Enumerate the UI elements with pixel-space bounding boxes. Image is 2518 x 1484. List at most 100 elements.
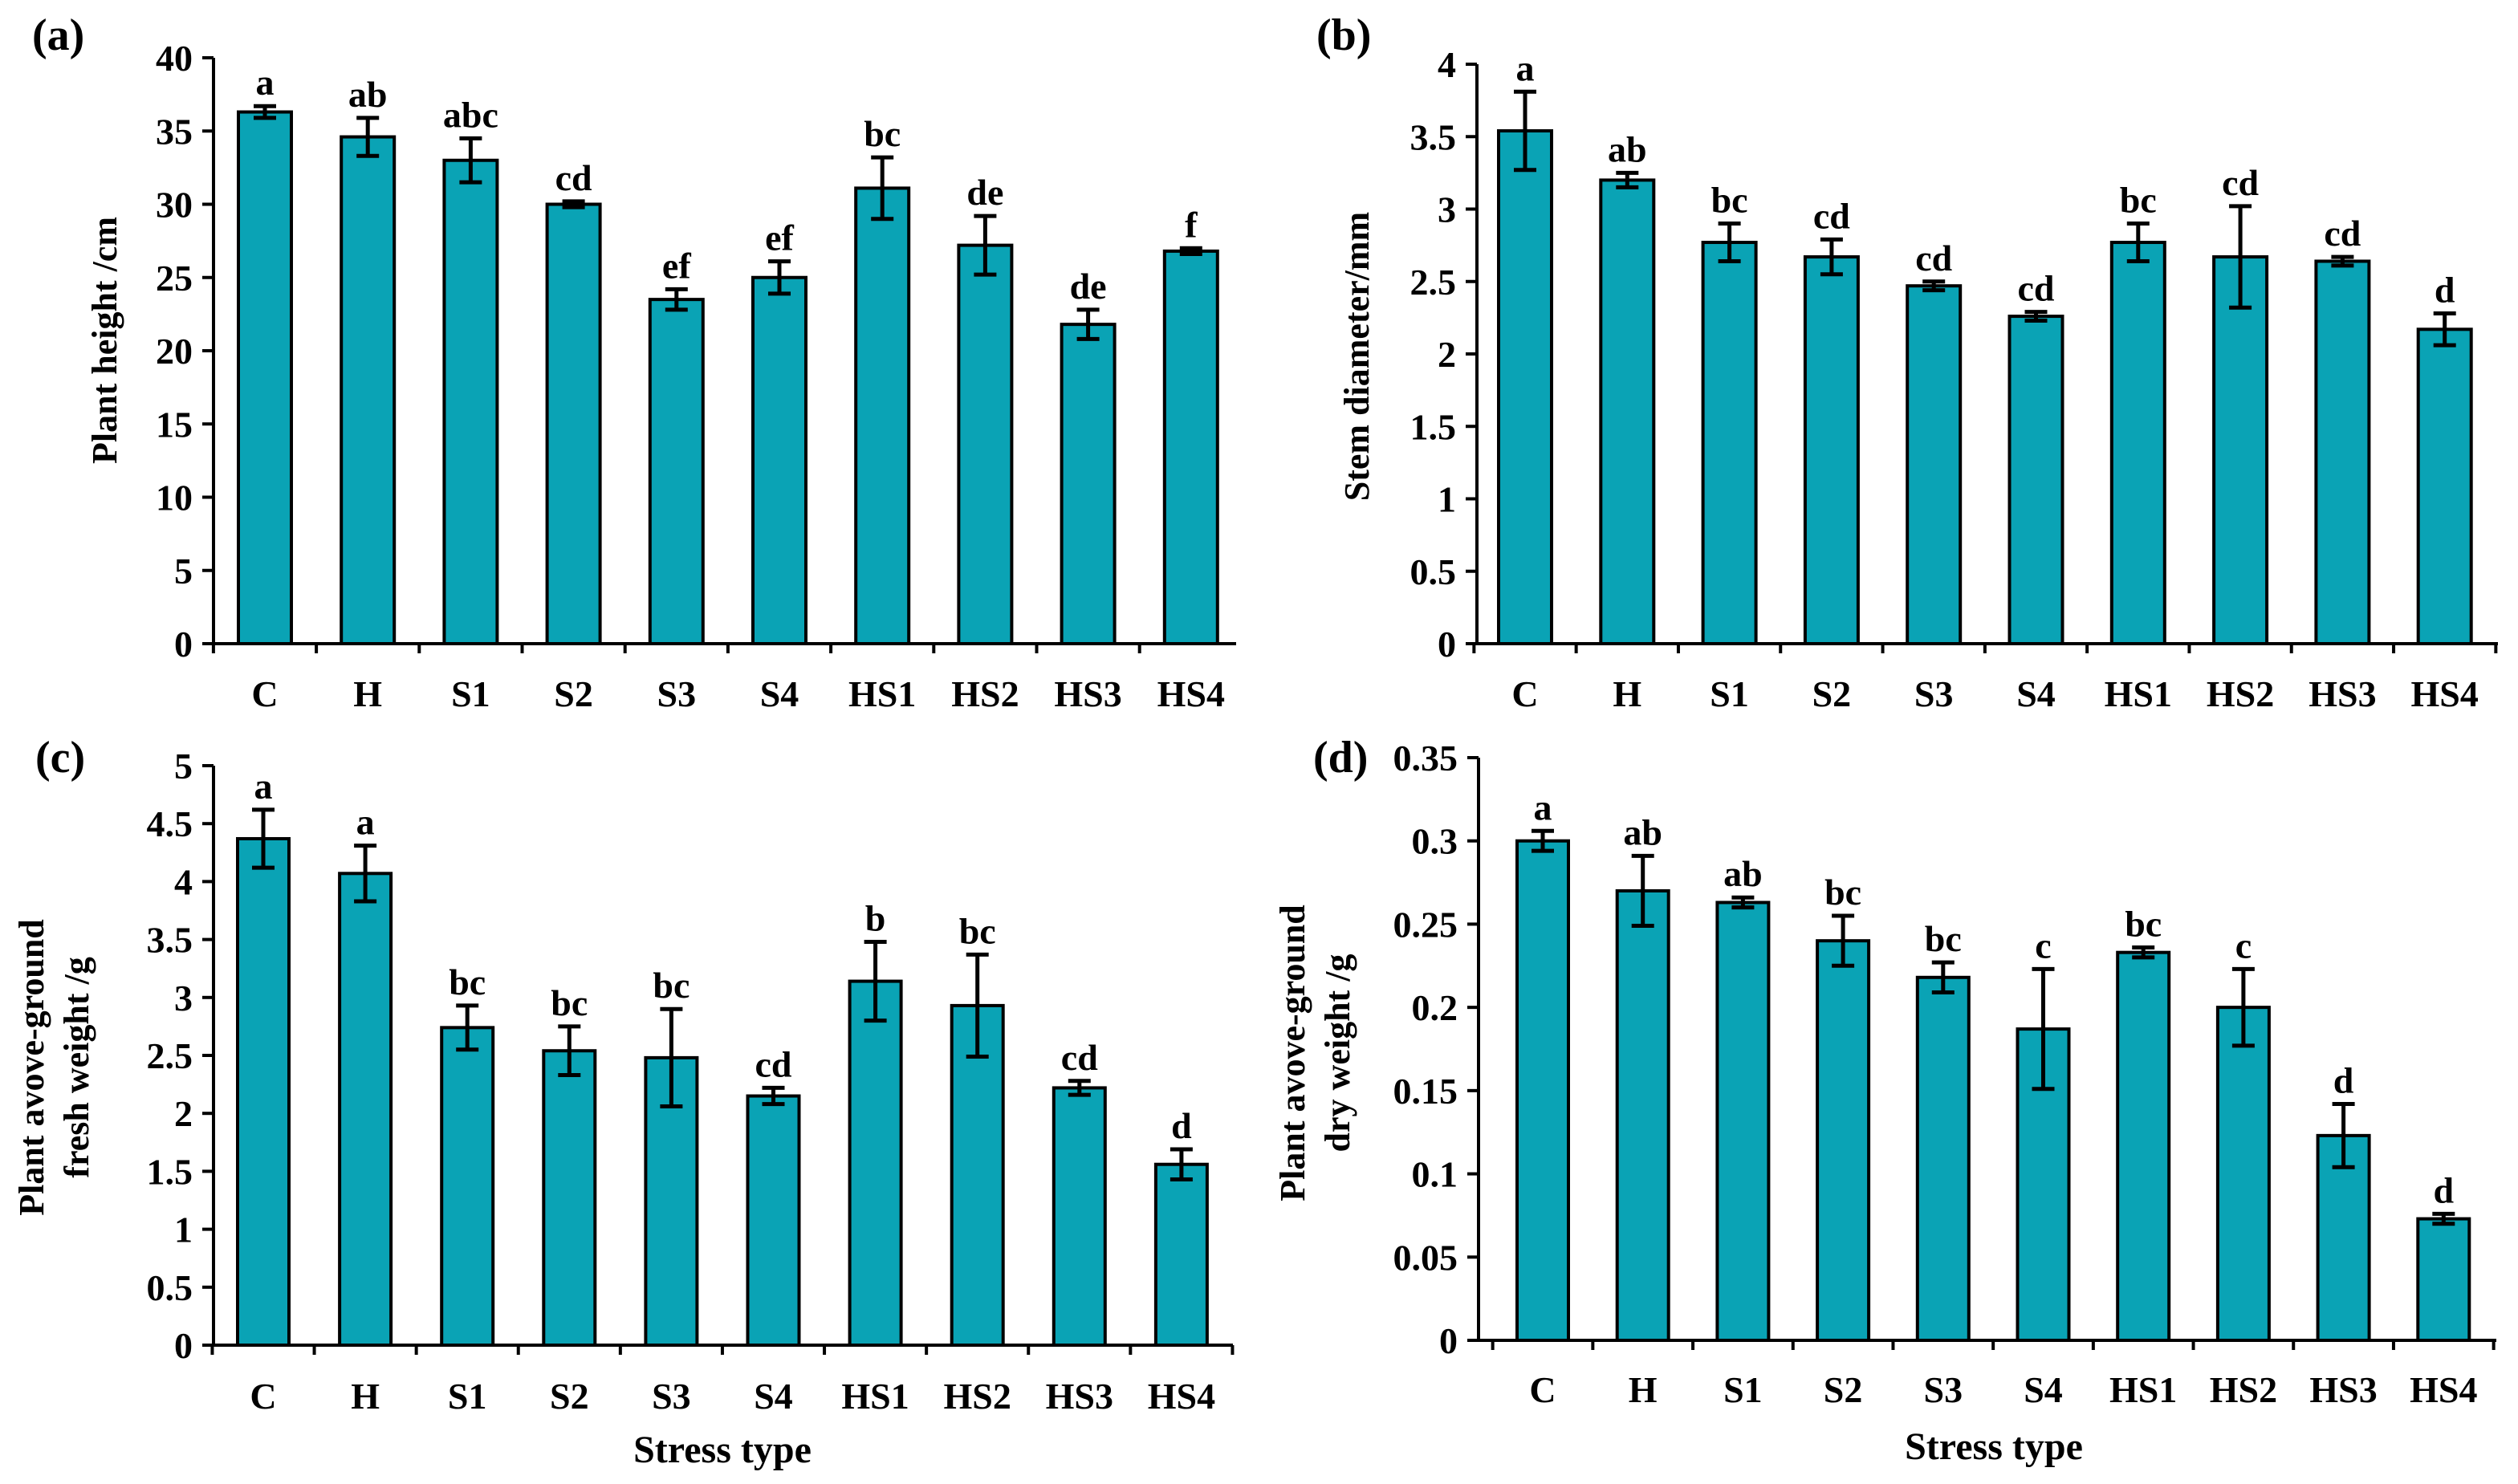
error-bar-b-HS2 <box>2229 204 2252 310</box>
y-tick-label-c-0: 0 <box>174 1325 193 1366</box>
bar-d-HS3 <box>2316 1133 2371 1343</box>
y-tick-label-a-6: 30 <box>156 185 193 226</box>
category-label-a-S2: S2 <box>554 673 593 714</box>
y-tick-label-d-1: 0.05 <box>1393 1237 1458 1278</box>
panel-d: (d) 0 0.05 0.1 0.15 0.2 0.25 0.3 0.35 a Cab Hab S1 bc… <box>1273 733 2496 1468</box>
y-tick-label-a-8: 40 <box>156 38 193 79</box>
panel-b: (b) 0 0.5 1 1.5 2 2.5 3 3.5 4 a Cab Hbc S1 cd S2 cd S3 cd S… <box>1316 10 2498 714</box>
significance-letter-c-HS4: d <box>1171 1105 1192 1146</box>
category-label-c-S3: S3 <box>652 1376 691 1417</box>
category-label-b-HS1: HS1 <box>2105 673 2172 714</box>
significance-letter-c-C: a <box>254 766 273 807</box>
bar-a-S3 <box>648 298 705 645</box>
error-bar-d-S2 <box>1832 913 1855 968</box>
bar-a-S4 <box>751 275 807 645</box>
y-axis-label-d-1: dry weight /g <box>1318 954 1357 1153</box>
category-label-a-HS1: HS1 <box>848 673 916 714</box>
significance-letter-d-S3: bc <box>1925 918 1962 959</box>
category-label-c-C: C <box>250 1376 276 1417</box>
error-bar-c-S1 <box>456 1003 479 1052</box>
y-tick-label-d-7: 0.35 <box>1393 738 1458 779</box>
y-tick-label-a-7: 35 <box>156 111 193 152</box>
category-label-d-C: C <box>1529 1369 1556 1410</box>
bar-a-HS3 <box>1060 323 1117 645</box>
error-bar-a-S4 <box>768 259 791 296</box>
bar-a-HS4 <box>1162 249 1219 645</box>
y-tick-label-c-8: 4 <box>174 861 193 902</box>
significance-letter-b-C: a <box>1516 47 1535 88</box>
y-tick-label-a-4: 20 <box>156 331 193 372</box>
category-label-a-S4: S4 <box>760 673 799 714</box>
category-label-b-HS3: HS3 <box>2309 673 2376 714</box>
bar-b-HS1 <box>2109 241 2166 645</box>
significance-letter-b-S3: cd <box>1915 238 1952 279</box>
category-label-c-H: H <box>351 1376 380 1417</box>
bar-d-H <box>1615 888 1670 1342</box>
error-bar-d-S4 <box>2032 966 2055 1092</box>
bar-c-S1 <box>440 1026 495 1347</box>
error-bar-c-S4 <box>762 1085 785 1107</box>
bar-d-HS1 <box>2116 950 2171 1342</box>
error-bar-c-S3 <box>660 1006 683 1109</box>
error-bar-a-HS4 <box>1179 246 1202 257</box>
significance-letter-d-S2: bc <box>1824 872 1861 913</box>
bar-b-HS4 <box>2416 327 2473 645</box>
error-bar-d-S1 <box>1731 895 1755 910</box>
bar-a-H <box>340 135 397 646</box>
error-bar-a-S3 <box>665 287 688 312</box>
bar-c-S4 <box>746 1094 801 1348</box>
bar-d-HS2 <box>2215 1006 2271 1342</box>
bar-b-H <box>1599 178 1656 645</box>
significance-letter-c-HS2: bc <box>959 910 996 951</box>
error-bar-b-HS1 <box>2126 222 2150 263</box>
bar-d-S3 <box>1915 975 1971 1342</box>
bar-d-S2 <box>1816 939 1871 1342</box>
y-tick-label-b-2: 1 <box>1438 479 1456 520</box>
category-label-d-HS1: HS1 <box>2109 1369 2177 1410</box>
bar-b-S1 <box>1701 241 1758 645</box>
y-tick-label-c-1: 0.5 <box>147 1267 193 1308</box>
bar-b-HS3 <box>2314 259 2371 645</box>
category-label-c-S2: S2 <box>550 1376 589 1417</box>
significance-letter-b-HS1: bc <box>2120 180 2157 221</box>
panel-c: (c) 0 0.5 1 1.5 2 2.5 3 3.5 4 4.5 5 a Ca Hbc S1 bc S2 bc S3… <box>12 733 1235 1471</box>
error-bar-d-S3 <box>1931 960 1955 994</box>
significance-letter-c-S2: bc <box>551 982 588 1023</box>
y-axis-label-d-0: Plant avove-ground <box>1273 905 1312 1201</box>
panel-label-b: (b) <box>1316 10 1371 60</box>
y-axis-label-a-0: Plant height /cm <box>85 217 124 464</box>
bar-a-S1 <box>442 158 499 645</box>
significance-letter-a-HS2: de <box>966 172 1003 213</box>
y-tick-label-c-4: 2 <box>174 1093 193 1134</box>
bar-b-C <box>1497 129 1553 645</box>
category-label-d-S3: S3 <box>1924 1369 1963 1410</box>
y-tick-label-c-2: 1 <box>174 1210 193 1250</box>
error-bar-d-H <box>1631 853 1654 928</box>
category-label-a-H: H <box>353 673 382 714</box>
y-tick-label-b-3: 1.5 <box>1410 406 1457 447</box>
error-bar-c-HS3 <box>1068 1079 1091 1097</box>
bar-c-HS3 <box>1052 1086 1107 1347</box>
y-axis-label-c-1: fresh weight /g <box>57 957 96 1177</box>
significance-letter-c-HS1: b <box>865 897 886 938</box>
category-label-d-S4: S4 <box>2024 1369 2063 1410</box>
category-label-b-S3: S3 <box>1914 673 1954 714</box>
significance-letter-a-S3: ef <box>662 245 691 286</box>
category-label-c-S1: S1 <box>448 1376 487 1417</box>
significance-letter-c-S3: bc <box>653 965 690 1006</box>
error-bar-b-HS4 <box>2433 311 2456 348</box>
error-bar-c-C <box>252 807 275 870</box>
error-bar-a-S1 <box>459 136 482 185</box>
y-tick-label-d-5: 0.25 <box>1393 904 1458 945</box>
y-tick-label-c-10: 5 <box>174 746 193 787</box>
error-bar-c-H <box>354 844 377 904</box>
error-bar-b-S1 <box>1718 222 1741 263</box>
bar-c-HS1 <box>848 979 903 1347</box>
significance-letter-a-HS1: bc <box>864 113 901 154</box>
bar-b-S2 <box>1803 255 1860 645</box>
error-bar-a-S2 <box>562 199 585 209</box>
category-label-c-HS3: HS3 <box>1046 1376 1113 1417</box>
error-bar-d-HS2 <box>2231 966 2255 1048</box>
error-bar-a-HS2 <box>974 213 997 277</box>
significance-letter-b-HS3: cd <box>2324 213 2361 254</box>
